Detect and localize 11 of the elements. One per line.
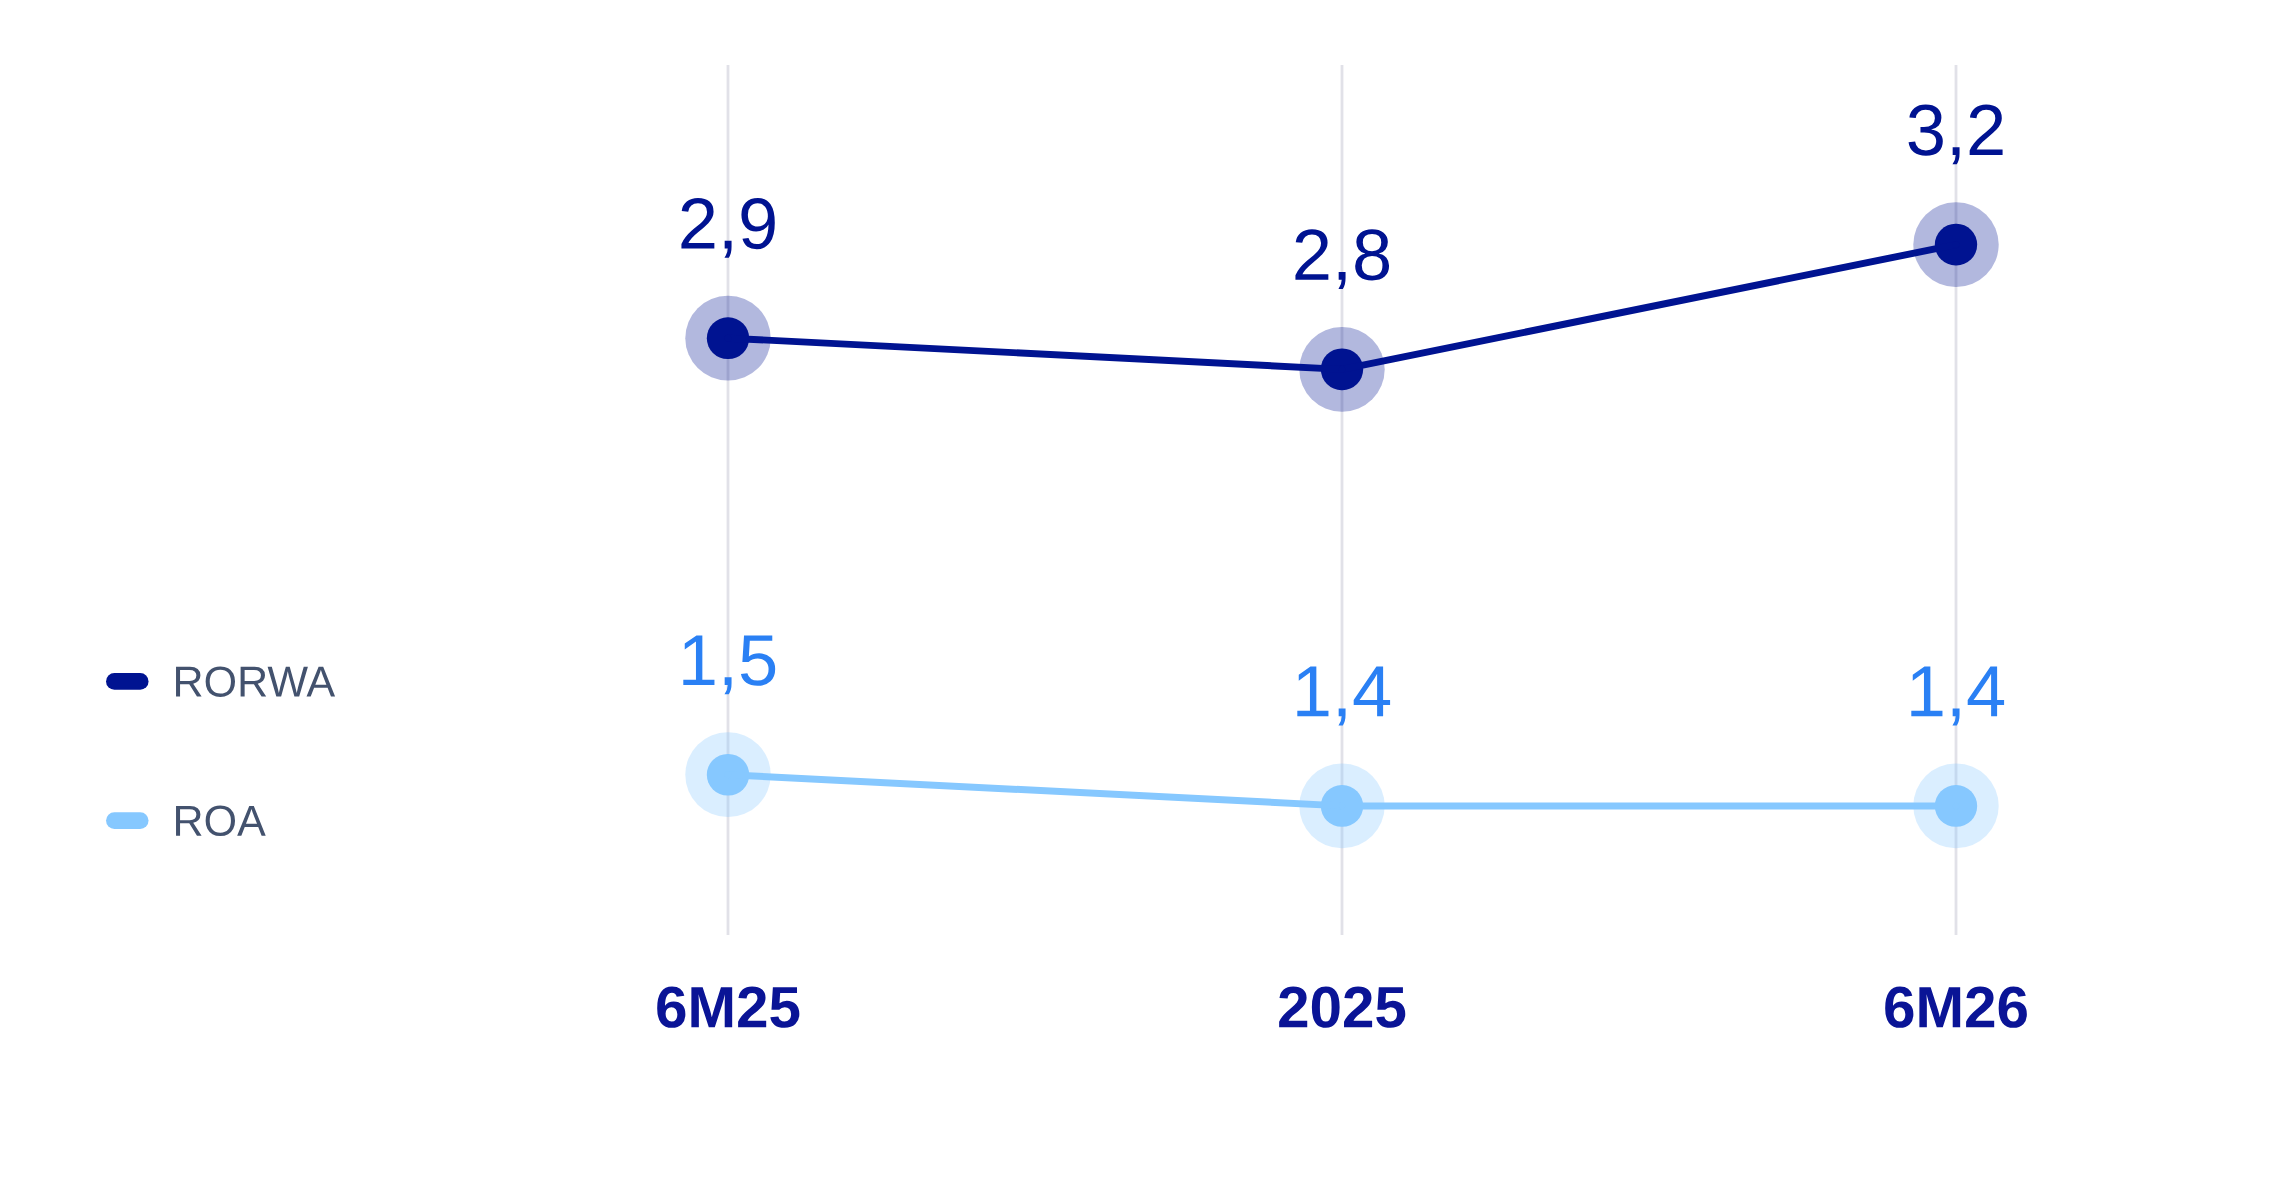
data-label: 2,9 <box>681 198 775 258</box>
legend-label: RORWA <box>176 666 336 697</box>
x-tick-label: 2025 <box>1279 986 1406 1028</box>
x-tick-label: 6M26 <box>1885 986 2027 1028</box>
data-label: 1,5 <box>683 635 776 695</box>
x-tick-label: 6M25 <box>657 986 800 1028</box>
data-label: 2,8 <box>1295 229 1390 289</box>
data-label: 3,2 <box>1908 104 2003 165</box>
data-label: 1,4 <box>1911 666 2005 726</box>
data-label: 1,4 <box>1297 666 1391 726</box>
legend-label: ROA <box>176 805 266 837</box>
